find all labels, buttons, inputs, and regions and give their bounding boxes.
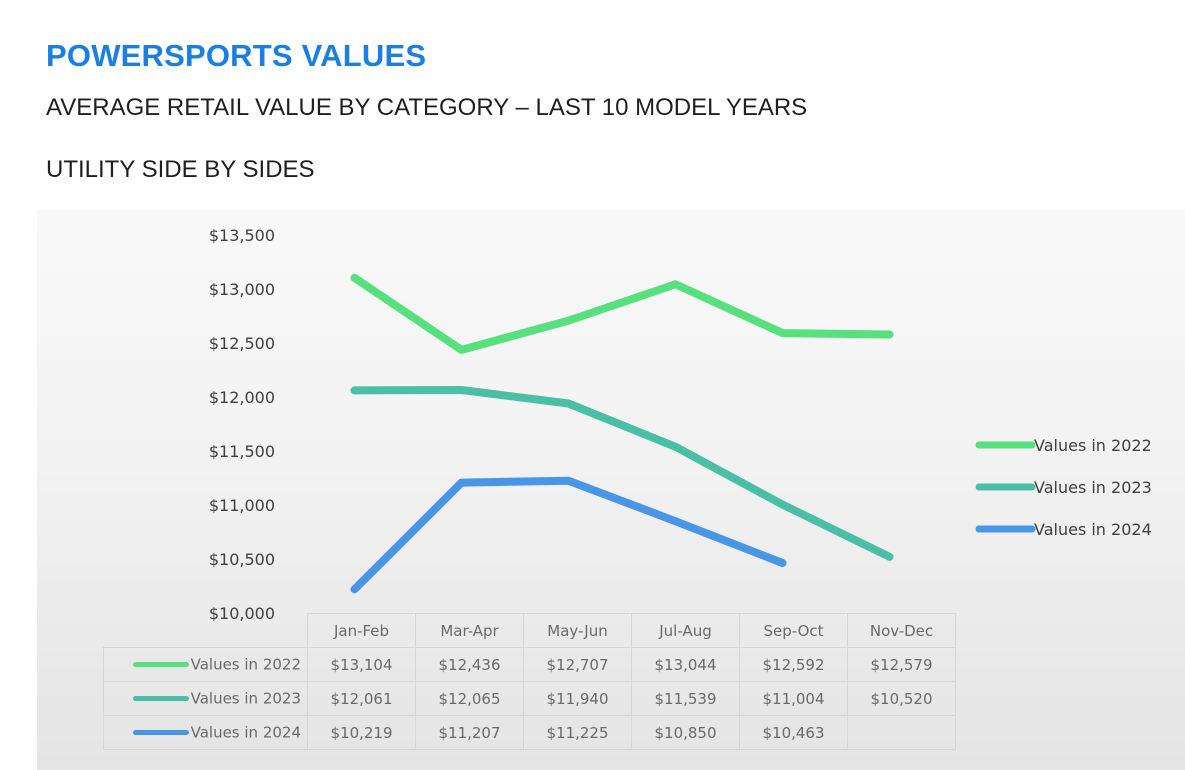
y-tick-label: $12,500 bbox=[209, 334, 275, 353]
legend-label: Values in 2023 bbox=[1034, 478, 1152, 497]
legend-entry-2: Values in 2023 bbox=[975, 478, 1152, 497]
table-cell-value: $11,225 bbox=[523, 715, 632, 750]
table-corner bbox=[104, 614, 308, 648]
y-tick-label: $13,500 bbox=[209, 226, 275, 245]
table-cell-value: $11,940 bbox=[523, 681, 632, 716]
y-tick-label: $13,000 bbox=[209, 280, 275, 299]
row-series-name: Values in 2022 bbox=[190, 655, 301, 674]
table-cell-value: $10,850 bbox=[631, 715, 740, 750]
table-cell-value: $12,592 bbox=[739, 647, 848, 682]
table-row: Values in 2022 $13,104 $12,436 $12,707 $13,0… bbox=[103, 647, 956, 682]
table-cell-value: $11,539 bbox=[631, 681, 740, 716]
x-category-label: Sep-Oct bbox=[739, 613, 848, 648]
legend-entry-3: Values in 2024 bbox=[975, 520, 1152, 539]
page-subtitle: AVERAGE RETAIL VALUE BY CATEGORY – LAST … bbox=[46, 94, 808, 121]
row-legend-swatch bbox=[132, 696, 189, 702]
row-legend-swatch bbox=[132, 662, 189, 668]
series-line-1 bbox=[350, 273, 894, 354]
table-cell-value: $10,463 bbox=[739, 715, 848, 750]
series-line-3 bbox=[350, 476, 787, 594]
line-chart: $10,000 $10,500 $11,000 $11,500 $12,000 $12,5… bbox=[209, 226, 1152, 623]
table-row-label: Values in 2024 bbox=[103, 715, 308, 750]
row-series-name: Values in 2023 bbox=[190, 689, 301, 708]
x-category-label: Jul-Aug bbox=[631, 613, 740, 648]
table-cell-value: $11,004 bbox=[739, 681, 848, 716]
table-cell-value: $12,579 bbox=[847, 647, 956, 682]
table-cell-value: $12,436 bbox=[415, 647, 524, 682]
table-row-label: Values in 2023 bbox=[103, 681, 308, 716]
x-category-label: Nov-Dec bbox=[847, 613, 956, 648]
table-row: Values in 2024 $10,219 $11,207 $11,225 $10,8… bbox=[103, 715, 956, 750]
x-category-label: Mar-Apr bbox=[415, 613, 524, 648]
x-category-label: Jan-Feb bbox=[307, 613, 416, 648]
x-category-label: May-Jun bbox=[523, 613, 632, 648]
legend-entry-1: Values in 2022 bbox=[975, 436, 1152, 455]
legend-label: Values in 2024 bbox=[1034, 520, 1152, 539]
y-tick-label: $12,000 bbox=[209, 388, 275, 407]
series-line-2 bbox=[350, 385, 894, 561]
table-cell-value: $12,061 bbox=[307, 681, 416, 716]
table-cell-value: $12,065 bbox=[415, 681, 524, 716]
table-cell-value: $13,044 bbox=[631, 647, 740, 682]
table-cell-value bbox=[847, 715, 956, 750]
legend-label: Values in 2022 bbox=[1034, 436, 1152, 455]
chart-data-table: Jan-Feb Mar-Apr May-Jun Jul-Aug Sep-Oct Nov-D… bbox=[103, 613, 956, 750]
table-header-row: Jan-Feb Mar-Apr May-Jun Jul-Aug Sep-Oct Nov-D… bbox=[104, 613, 956, 648]
y-tick-label: $10,500 bbox=[209, 550, 275, 569]
table-row: Values in 2023 $12,061 $12,065 $11,940 $11,5… bbox=[103, 681, 956, 716]
section-title: UTILITY SIDE BY SIDES bbox=[46, 156, 315, 183]
y-tick-label: $11,500 bbox=[209, 442, 275, 461]
table-cell-value: $11,207 bbox=[415, 715, 524, 750]
table-row-label: Values in 2022 bbox=[103, 647, 308, 682]
page-title: POWERSPORTS VALUES bbox=[46, 38, 427, 73]
table-cell-value: $10,219 bbox=[307, 715, 416, 750]
row-series-name: Values in 2024 bbox=[190, 723, 301, 742]
table-cell-value: $13,104 bbox=[307, 647, 416, 682]
row-legend-swatch bbox=[132, 730, 189, 736]
table-cell-value: $12,707 bbox=[523, 647, 632, 682]
y-tick-label: $11,000 bbox=[209, 496, 275, 515]
y-tick-label: $10,000 bbox=[209, 604, 275, 623]
table-cell-value: $10,520 bbox=[847, 681, 956, 716]
